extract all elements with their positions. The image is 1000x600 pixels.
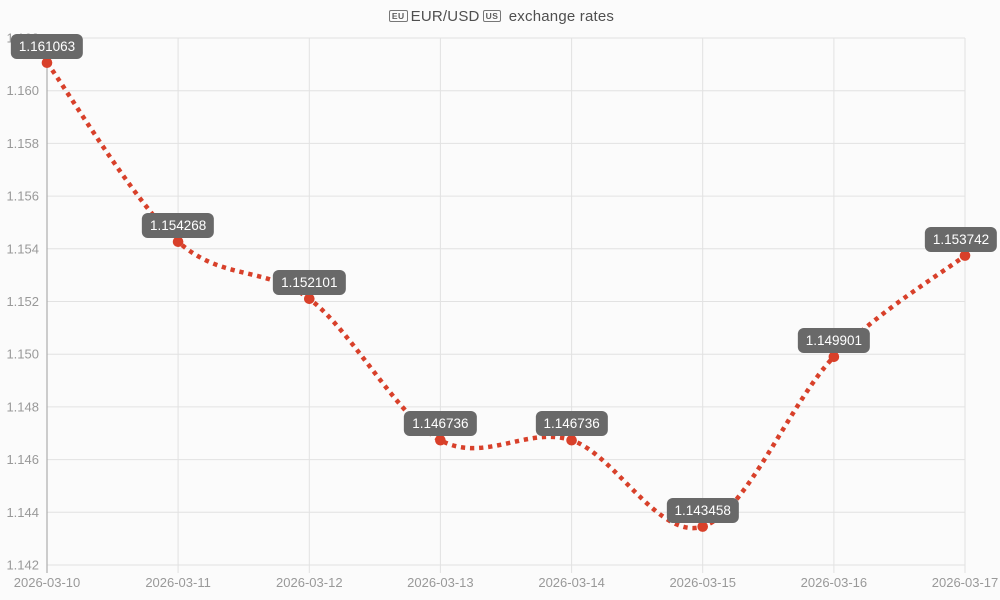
data-point-label: 1.154268: [141, 212, 215, 238]
y-axis-tick-label: 1.150: [6, 347, 39, 362]
y-axis-tick-label: 1.160: [6, 83, 39, 98]
x-axis-tick-label: 2026-03-15: [669, 575, 736, 590]
x-axis-tick-label: 2026-03-13: [407, 575, 474, 590]
x-axis-tick-label: 2026-03-11: [145, 575, 211, 590]
data-point-marker[interactable]: [697, 521, 708, 532]
data-point-label: 1.153742: [924, 226, 998, 252]
y-axis-tick-label: 1.144: [6, 505, 39, 520]
y-axis-tick-label: 1.158: [6, 136, 39, 151]
chart-title: EU EUR/USD US exchange rates: [0, 8, 1000, 25]
eu-flag-icon: EU: [388, 10, 408, 22]
data-point-marker[interactable]: [435, 434, 446, 446]
data-point-label: 1.152101: [273, 269, 346, 295]
data-point-label: 1.146736: [404, 411, 477, 437]
title-pair-text: EUR/USD: [410, 8, 480, 25]
x-axis-tick-label: 2026-03-16: [801, 575, 868, 590]
data-point-label: 1.161063: [10, 33, 84, 59]
data-point-label: 1.149901: [797, 327, 871, 353]
x-axis-tick-label: 2026-03-14: [538, 575, 605, 590]
y-axis-tick-label: 1.142: [6, 558, 39, 573]
data-point-label: 1.146736: [535, 411, 608, 437]
x-axis-tick-label: 2026-03-12: [276, 575, 343, 590]
y-axis-tick-label: 1.156: [6, 189, 39, 204]
y-axis-tick-label: 1.152: [6, 294, 39, 309]
title-suffix-text: exchange rates: [508, 8, 615, 25]
x-axis-tick-label: 2026-03-17: [932, 575, 999, 590]
y-axis-tick-label: 1.148: [6, 399, 39, 414]
series-line: [45, 61, 967, 531]
data-point-marker[interactable]: [41, 57, 53, 68]
data-point-marker[interactable]: [304, 293, 315, 305]
us-flag-icon: US: [482, 10, 502, 22]
data-point-label: 1.143458: [666, 497, 739, 523]
x-axis-tick-label: 2026-03-10: [14, 575, 81, 590]
data-point-marker[interactable]: [828, 351, 840, 363]
data-point-marker[interactable]: [172, 236, 184, 247]
y-axis-tick-label: 1.154: [6, 241, 39, 256]
data-point-marker[interactable]: [566, 434, 577, 446]
y-axis-tick-label: 1.146: [6, 452, 39, 467]
data-point-marker[interactable]: [959, 250, 971, 261]
